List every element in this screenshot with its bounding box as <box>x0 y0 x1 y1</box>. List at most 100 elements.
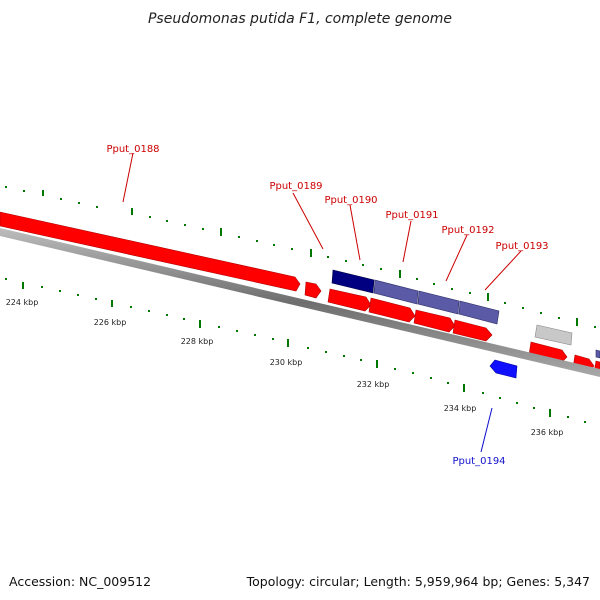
tick-mark <box>394 368 396 370</box>
gene-pput-0194-arrow[interactable] <box>489 359 518 379</box>
tick-mark <box>199 320 201 328</box>
tick-mark <box>238 236 240 238</box>
gene-pput-0188-arrow[interactable] <box>0 211 301 292</box>
tick-mark <box>433 283 435 285</box>
leader-line-pput-0193 <box>484 250 522 291</box>
tick-mark <box>327 256 329 258</box>
genome-summary-text: Topology: circular; Length: 5,959,964 bp… <box>246 574 590 589</box>
tick-mark <box>184 224 186 226</box>
gene-label-pput-0191[interactable]: Pput_0191 <box>385 210 438 221</box>
tick-mark <box>60 198 62 200</box>
tick-mark <box>202 228 204 230</box>
tick-mark <box>22 282 24 289</box>
gene-label-pput-0188[interactable]: Pput_0188 <box>106 144 159 155</box>
gene-arrow[interactable] <box>452 319 493 342</box>
gene-pput-0189-arrow[interactable] <box>304 281 322 299</box>
tick-mark <box>540 312 542 314</box>
ruler-labels: 224 kbp 226 kbp 228 kbp 230 kbp 232 kbp … <box>6 298 564 437</box>
tick-mark <box>130 306 132 308</box>
tick-mark <box>291 248 293 250</box>
tick-mark <box>310 249 312 257</box>
tick-mark <box>77 294 79 296</box>
leader-line-pput-0191 <box>402 220 412 263</box>
leader-line-pput-0189 <box>292 192 324 250</box>
gene-arrow[interactable] <box>327 288 372 312</box>
ruler-label: 228 kbp <box>181 337 214 346</box>
map-title: Pseudomonas putida F1, complete genome <box>148 11 452 27</box>
tick-mark <box>307 347 309 349</box>
tick-mark <box>111 300 113 307</box>
tick-mark <box>447 382 449 384</box>
gene-arrow[interactable] <box>413 309 456 333</box>
tick-mark <box>399 270 401 278</box>
gene-label-pput-0193[interactable]: Pput_0193 <box>495 241 548 252</box>
tick-mark <box>430 377 432 379</box>
tick-mark <box>287 339 289 347</box>
tick-mark <box>482 392 484 394</box>
tick-mark <box>584 421 586 423</box>
tick-mark <box>5 278 7 280</box>
tick-mark <box>59 290 61 292</box>
tick-mark <box>549 409 551 417</box>
gene-unknown-block[interactable] <box>534 324 573 346</box>
ruler-label: 236 kbp <box>531 428 564 437</box>
gene-arrow[interactable] <box>368 297 416 323</box>
tick-mark <box>149 216 151 218</box>
gene-label-pput-0194[interactable]: Pput_0194 <box>452 456 505 467</box>
tick-mark <box>487 293 489 301</box>
gene-pput-0190-block[interactable] <box>331 269 375 294</box>
gene-block[interactable] <box>595 349 600 359</box>
tick-mark <box>412 372 414 374</box>
leader-line-pput-0190 <box>349 204 361 261</box>
tick-mark <box>533 407 535 409</box>
tick-mark <box>343 355 345 357</box>
ruler-label: 224 kbp <box>6 298 39 307</box>
tick-mark <box>594 326 596 328</box>
tick-mark <box>499 397 501 399</box>
tick-mark <box>148 310 150 312</box>
tick-mark <box>236 330 238 332</box>
tick-mark <box>451 288 453 290</box>
tick-mark <box>96 206 98 208</box>
gene-label-pput-0189[interactable]: Pput_0189 <box>269 181 322 192</box>
tick-mark <box>256 240 258 242</box>
genome-backbone <box>0 228 600 377</box>
tick-mark <box>416 278 418 280</box>
ruler-label: 232 kbp <box>357 380 390 389</box>
leader-line-pput-0192 <box>445 234 468 282</box>
tick-mark <box>131 208 133 215</box>
gene-leader-lines <box>122 152 522 453</box>
tick-mark <box>380 268 382 270</box>
tick-mark <box>567 416 569 418</box>
tick-mark <box>78 202 80 204</box>
tick-mark <box>273 244 275 246</box>
tick-mark <box>558 317 560 319</box>
tick-mark <box>463 384 465 392</box>
leader-line-pput-0188 <box>122 152 134 203</box>
tick-mark <box>254 334 256 336</box>
gene-label-pput-0192[interactable]: Pput_0192 <box>441 225 494 236</box>
gene-label-pput-0190[interactable]: Pput_0190 <box>324 195 377 206</box>
tick-mark <box>522 307 524 309</box>
tick-mark <box>95 298 97 300</box>
ruler-label: 226 kbp <box>94 318 127 327</box>
leader-line-pput-0194 <box>480 407 493 453</box>
tick-mark <box>469 292 471 294</box>
tick-mark <box>360 359 362 361</box>
tick-mark <box>345 260 347 262</box>
ruler-label: 234 kbp <box>444 404 477 413</box>
tick-mark <box>376 360 378 368</box>
accession-text: Accession: NC_009512 <box>9 574 151 589</box>
gene-pput-0192-block[interactable] <box>417 290 460 315</box>
tick-mark <box>166 220 168 222</box>
gene-labels: Pput_0188 Pput_0189 Pput_0190 Pput_0191 … <box>106 144 548 467</box>
gene-pput-0193-block[interactable] <box>458 300 500 325</box>
tick-mark <box>362 264 364 266</box>
outer-tick-row <box>5 186 596 328</box>
tick-mark <box>41 286 43 288</box>
gene-pput-0191-block[interactable] <box>373 279 419 305</box>
tick-mark <box>5 186 7 188</box>
tick-mark <box>272 338 274 340</box>
tick-mark <box>576 318 578 326</box>
tick-mark <box>183 318 185 320</box>
